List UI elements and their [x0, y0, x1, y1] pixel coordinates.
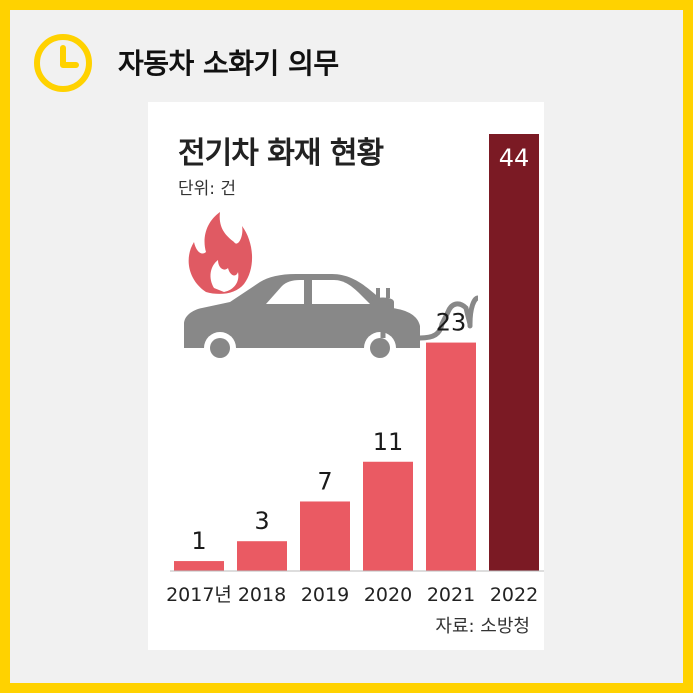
data-label-2017년: 1	[191, 527, 206, 555]
x-tick-label-2017년: 2017년	[166, 584, 232, 606]
bar-2019	[300, 501, 350, 571]
bar-series: 1 2017년 3 2018 7 2019 11 2020 23 2021 44 2022	[166, 134, 539, 606]
bar-2017년	[174, 561, 224, 571]
x-tick-label-2021: 2021	[427, 584, 475, 606]
plug-icon	[372, 288, 479, 341]
clock-icon	[34, 34, 92, 92]
electric-car-icon	[184, 274, 420, 364]
bar-2020	[363, 461, 413, 571]
data-label-2022: 44	[499, 144, 530, 172]
chart-plot: 1 2017년 3 2018 7 2019 11 2020 23 2021 44 2022	[166, 134, 544, 606]
bar-2022	[489, 134, 539, 571]
data-label-2021: 23	[436, 309, 467, 337]
infographic-frame: 자동차 소화기 의무 전기차 화재 현황 단위: 건	[10, 10, 683, 683]
bar-2018	[237, 541, 287, 571]
chart-source: 자료: 소방청	[435, 616, 530, 637]
chart-card: 전기차 화재 현황 단위: 건	[148, 102, 544, 650]
x-tick-label-2018: 2018	[238, 584, 286, 606]
flame-icon	[188, 212, 253, 294]
x-tick-label-2019: 2019	[301, 584, 349, 606]
page-title: 자동차 소화기 의무	[118, 47, 339, 80]
data-label-2020: 11	[373, 428, 404, 456]
chart-title: 전기차 화재 현황	[178, 136, 384, 171]
data-label-2018: 3	[254, 507, 269, 535]
x-tick-label-2020: 2020	[364, 584, 412, 606]
bar-2021	[426, 342, 476, 571]
x-tick-label-2022: 2022	[490, 584, 538, 606]
data-label-2019: 7	[317, 467, 332, 495]
chart-unit-label: 단위: 건	[178, 179, 237, 199]
